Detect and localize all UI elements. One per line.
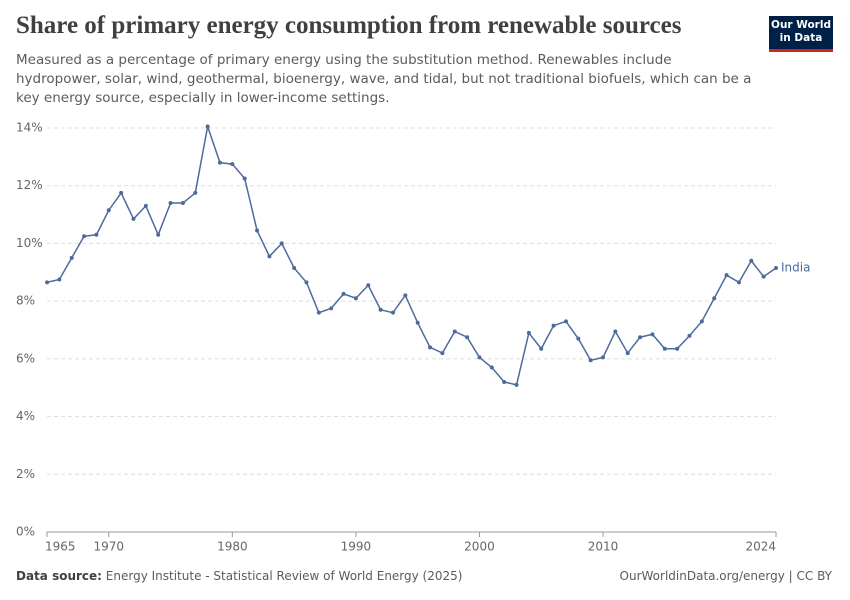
chart: 0% 2% 4% 6% 8% 10% 12% 14% 1965 1970 1980 1990 2000 2… xyxy=(16,121,810,554)
point xyxy=(452,329,457,334)
y-tick-label: 8% xyxy=(16,294,35,308)
point xyxy=(341,291,346,296)
chart-title: Share of primary energy consumption from… xyxy=(16,12,682,39)
point xyxy=(82,234,87,239)
y-tick-label: 0% xyxy=(16,525,35,539)
point xyxy=(551,323,556,328)
x-tick-label: 2024 xyxy=(745,540,776,554)
y-tick-label: 4% xyxy=(16,409,35,423)
logo-text: Our World xyxy=(771,19,831,31)
point xyxy=(625,351,630,356)
x-tick-label: 2000 xyxy=(464,540,495,554)
point xyxy=(45,280,49,285)
line xyxy=(46,123,777,386)
point xyxy=(415,320,420,325)
point xyxy=(316,310,321,315)
point xyxy=(563,319,568,324)
point xyxy=(292,265,297,270)
point xyxy=(366,283,371,288)
point xyxy=(588,358,593,363)
point xyxy=(650,332,655,337)
point xyxy=(712,296,717,301)
point xyxy=(205,124,210,129)
point xyxy=(106,208,111,213)
point xyxy=(143,203,148,208)
point xyxy=(329,306,334,311)
point xyxy=(217,160,222,165)
series-label: India xyxy=(781,260,810,274)
point xyxy=(156,232,161,237)
point xyxy=(403,293,408,298)
point xyxy=(699,319,704,324)
point xyxy=(57,277,62,282)
point xyxy=(576,336,581,341)
point xyxy=(119,190,124,195)
chart-subtitle: Measured as a percentage of primary ener… xyxy=(16,52,752,106)
point xyxy=(761,274,766,279)
point xyxy=(242,176,247,181)
point xyxy=(514,382,519,387)
y-tick-label: 12% xyxy=(16,178,43,192)
point xyxy=(440,351,445,356)
logo[interactable]: Our World in Data xyxy=(769,16,833,52)
point xyxy=(94,232,99,237)
point xyxy=(638,335,643,340)
point xyxy=(69,255,74,260)
point xyxy=(304,280,309,285)
point xyxy=(378,307,383,312)
point xyxy=(279,241,284,246)
point xyxy=(428,345,433,350)
y-tick-label: 14% xyxy=(16,121,43,135)
point xyxy=(736,280,741,285)
x-tick-label: 1970 xyxy=(94,540,125,554)
point xyxy=(601,355,606,360)
point xyxy=(465,335,470,340)
point xyxy=(255,228,260,233)
source-label: Data source: xyxy=(16,569,102,583)
point xyxy=(526,330,531,335)
point xyxy=(230,162,235,167)
point xyxy=(749,258,754,263)
logo-text: in Data xyxy=(779,32,823,44)
point xyxy=(193,190,198,195)
point xyxy=(168,201,173,206)
point xyxy=(724,273,729,278)
x-tick-label: 1965 xyxy=(45,540,76,554)
point xyxy=(613,329,618,334)
point xyxy=(131,216,136,221)
point xyxy=(687,333,692,338)
y-tick-label: 6% xyxy=(16,351,35,365)
point xyxy=(662,346,667,351)
point xyxy=(774,265,778,270)
point xyxy=(675,346,680,351)
point xyxy=(477,355,482,360)
y-tick-label: 10% xyxy=(16,236,43,250)
x-tick-label: 1980 xyxy=(217,540,248,554)
footer-link[interactable]: OurWorldinData.org/energy | CC BY xyxy=(619,569,832,583)
point xyxy=(502,379,507,384)
y-tick-label: 2% xyxy=(16,467,35,481)
point xyxy=(353,296,358,301)
x-tick-label: 2010 xyxy=(588,540,619,554)
point xyxy=(180,201,185,206)
point xyxy=(390,310,395,315)
source: Data source: Energy Institute - Statisti… xyxy=(16,569,462,583)
x-tick-label: 1990 xyxy=(341,540,372,554)
point xyxy=(267,254,272,259)
point xyxy=(489,365,494,370)
source-text[interactable]: Energy Institute - Statistical Review of… xyxy=(105,569,463,583)
point xyxy=(539,346,544,351)
